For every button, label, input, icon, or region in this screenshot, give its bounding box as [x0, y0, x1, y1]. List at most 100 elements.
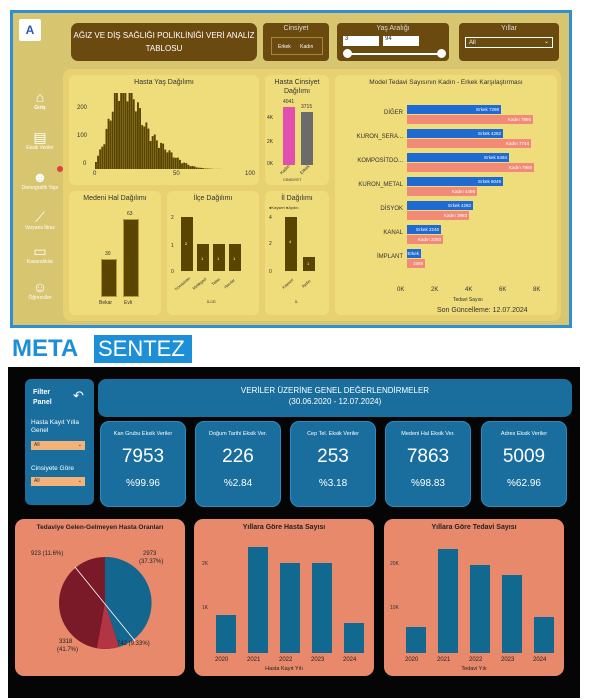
nav-demografik[interactable]: ☻ Demografik Yapı: [17, 169, 63, 191]
gender-distribution-panel: Hasta Cinsiyet Dağılımı 4K 2K 0K 4041 37…: [265, 75, 329, 185]
years-select[interactable]: All ⌄: [465, 37, 553, 48]
gender-options[interactable]: Erkek Kadın: [271, 37, 323, 55]
x-tick: 2K: [431, 287, 439, 293]
x-tick: 2024: [533, 657, 547, 663]
year-select[interactable]: All ⌄: [31, 441, 85, 450]
histogram-bar: [99, 149, 102, 169]
kpi-card: Cep Tel. Eksik Veriler 253 %3.18: [290, 421, 376, 507]
pie-slice: [105, 556, 152, 647]
x-tick: Aydın: [300, 278, 312, 289]
pie-label: 2973: [143, 551, 157, 557]
bar-erkek: Erkek 4292: [407, 129, 503, 138]
histogram-bar: [153, 134, 156, 169]
x-tick: Kadın: [278, 163, 291, 176]
histogram-bar: [141, 125, 144, 169]
treatment-category: KOMPOSİTDO...: [357, 158, 403, 164]
age-distribution-panel: Hasta Yaş Dağılımı 200 100 0 0 50 100: [69, 75, 259, 185]
nav-giris[interactable]: ⌂ Giriş: [17, 89, 63, 111]
age-slider-min-handle[interactable]: [343, 49, 352, 58]
filter-label: Yıllar: [501, 25, 517, 32]
kpi-card: Doğum Tarihi Eksik Ver. 226 %2.84: [195, 421, 281, 507]
gender-filter[interactable]: Cinsiyet Erkek Kadın: [263, 23, 329, 61]
bar-2022: [280, 563, 300, 653]
option-erkek[interactable]: Erkek: [278, 44, 291, 50]
reset-icon[interactable]: ↶: [73, 388, 84, 403]
kpi-percent: %2.84: [223, 478, 253, 489]
x-axis-label: Tedavi Yılı: [461, 666, 487, 672]
kpi-percent: %98.83: [411, 478, 445, 489]
histogram-bar: [200, 167, 202, 169]
histogram-bar: [172, 157, 175, 169]
data-label: 4041: [283, 99, 295, 105]
histogram-bar: [179, 159, 181, 169]
kpi-card: Adres Eksik Veriler 5009 %62.96: [481, 421, 567, 507]
logo-meta: META: [12, 335, 79, 362]
report-top: A AĞIZ VE DİŞ SAĞLIĞI POLİKLİNİĞİ VERİ A…: [10, 10, 572, 328]
histogram-bar: [97, 155, 99, 169]
treatment-category: İMPLANT: [376, 254, 403, 260]
histogram-bar: [193, 166, 196, 169]
histogram-bar: [107, 118, 110, 169]
active-dot: [57, 166, 63, 172]
nav-eksik-veriler[interactable]: ▤ Eksik Veriler: [17, 129, 63, 151]
histogram-bar: [132, 99, 135, 169]
kpi-value: 7953: [121, 446, 165, 467]
data-label: 1: [307, 261, 310, 266]
age-max-input[interactable]: 94: [383, 36, 419, 46]
chevron-down-icon: ⌄: [543, 39, 549, 45]
age-slider-track[interactable]: [347, 53, 441, 55]
y-tick: 2: [269, 241, 272, 247]
x-tick: 50: [173, 171, 180, 177]
x-axis-label: CINSIYET: [283, 177, 302, 182]
bar-erkek: Erkek: [407, 249, 421, 258]
data-label: 1: [201, 256, 204, 261]
patients-by-year-panel: Yıllara Göre Hasta Sayısı 2K 1K 2020 202…: [194, 519, 374, 676]
kpi-value: 253: [317, 446, 349, 467]
bar-2024: [344, 623, 364, 653]
legend-dot-icon: ●: [285, 205, 289, 210]
histogram-bar: [195, 167, 198, 169]
district-panel: İlçe Dağılımı 2 1 0 2 1 1 1 Kocasinan Me…: [167, 191, 259, 315]
treatment-category: DİSYOK: [380, 206, 403, 212]
y-tick: 0: [171, 269, 174, 275]
histogram-bar: [145, 122, 148, 169]
histogram-bar: [109, 120, 112, 169]
chart-icon: ⟋: [35, 209, 45, 225]
age-slider-max-handle[interactable]: [437, 49, 446, 58]
x-tick: Kayseri: [280, 277, 295, 290]
y-tick: 200: [77, 105, 88, 111]
panel-title: Hasta Cinsiyet Dağılımı: [274, 79, 320, 95]
panel-title: Yıllara Göre Tedavi Sayısı: [431, 524, 517, 531]
y-tick: 100: [77, 133, 88, 139]
bar-2024: [534, 617, 554, 653]
years-filter[interactable]: Yıllar All ⌄: [459, 23, 559, 61]
x-tick: 8K: [533, 287, 541, 293]
data-label: 2: [185, 241, 188, 246]
logo-bg: [94, 335, 192, 363]
x-tick: 2022: [469, 657, 483, 663]
histogram-bar: [158, 147, 160, 169]
overview-dashboard: Filter Panel ↶ Hasta Kayıt Yılla Genel A…: [8, 367, 580, 698]
option-kadin[interactable]: Kadın: [300, 44, 314, 50]
x-tick: 2021: [437, 657, 451, 663]
histogram-bar: [149, 141, 152, 169]
y-tick: 0: [83, 161, 87, 167]
nav-ogrenciler[interactable]: ☺ Öğrenciler: [17, 279, 63, 301]
y-tick: 4K: [267, 115, 274, 121]
pie-label: 923 (11.6%): [31, 551, 64, 557]
nav-kasandiklar[interactable]: ▭ Kasandıklar: [17, 243, 63, 265]
page-title: AĞIZ VE DİŞ SAĞLIĞI POLİKLİNİĞİ VERİ ANA…: [71, 23, 257, 61]
nav-varyans[interactable]: ⟋ Varyans İtiraz: [17, 209, 63, 231]
age-range-filter[interactable]: Yaş Aralığı 3 94: [337, 23, 449, 61]
bar: [213, 244, 225, 271]
histogram-bar: [197, 167, 200, 169]
age-min-input[interactable]: 3: [343, 36, 379, 46]
y-tick: 4: [269, 215, 272, 221]
histogram-bar: [147, 128, 150, 169]
bar-kayseri: [285, 217, 297, 271]
kpi-label: Adres Eksik Veriler: [500, 431, 548, 437]
x-tick: 2020: [215, 657, 229, 663]
gender-select[interactable]: All ⌄: [31, 477, 85, 486]
bar-aydin: [303, 257, 315, 271]
x-tick: 2024: [343, 657, 357, 663]
